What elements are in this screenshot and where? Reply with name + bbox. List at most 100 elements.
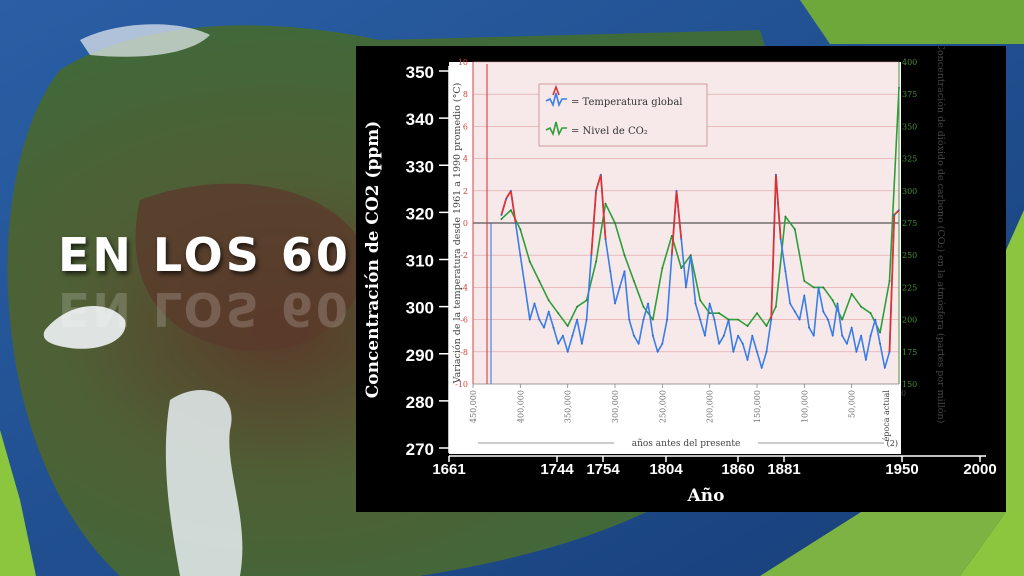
- temperature-point: [571, 334, 574, 337]
- warm-peak-segment: [675, 190, 683, 240]
- co2-point: [595, 260, 597, 263]
- temperature-point: [732, 350, 735, 353]
- warm-peaks: [500, 174, 900, 352]
- inner-x-axis-label: años antes del presente: [632, 439, 741, 449]
- co2-point: [585, 299, 588, 302]
- temperature-point: [685, 286, 687, 289]
- temperature-point: [756, 350, 758, 353]
- co2-point: [519, 228, 522, 231]
- co2-point: [699, 299, 702, 302]
- outer-x-tick-label: 1860: [721, 461, 754, 478]
- legend-swatch-temperature: [545, 92, 567, 108]
- temperature-point: [860, 334, 863, 337]
- temperature-point: [718, 342, 721, 345]
- outer-x-tick-label: 1881: [767, 461, 800, 478]
- green-accent-bar-top: [800, 0, 1024, 44]
- temperature-point: [784, 270, 787, 273]
- inner-right-tick-label: 400: [902, 58, 917, 67]
- co2-point: [784, 215, 787, 218]
- inner-left-tick-label: 0: [463, 219, 468, 228]
- temperature-point: [699, 318, 702, 321]
- warm-peak-segment: [893, 209, 900, 216]
- co2-point: [500, 218, 503, 221]
- co2-point: [746, 325, 749, 327]
- co2-point: [898, 86, 900, 89]
- temperature-point: [599, 173, 602, 176]
- temperature-point: [855, 350, 858, 353]
- temperature-point: [850, 326, 853, 329]
- temperature-point: [708, 302, 711, 305]
- temperature-point: [656, 350, 659, 353]
- co2-point: [718, 312, 721, 315]
- temperature-point: [590, 254, 593, 257]
- warm-peak-segment: [670, 190, 678, 256]
- inner-x-tick-label: 350,000: [564, 390, 573, 423]
- present-label: época actual: [882, 390, 891, 442]
- temperature-point: [576, 318, 579, 321]
- outer-x-axis-title: Año: [687, 486, 725, 506]
- temperature-point: [661, 342, 664, 345]
- temperature-point: [595, 189, 597, 192]
- temperature-point: [808, 326, 810, 329]
- inner-left-axis-title: Variación de la temperatura desde 1961 a…: [452, 83, 463, 385]
- temperature-point: [604, 238, 607, 241]
- warm-peak-segment: [590, 190, 597, 256]
- co2-points: [500, 86, 900, 334]
- inner-x-tick-label: 300,000: [611, 390, 620, 423]
- temperature-point: [893, 214, 896, 216]
- legend-label-co2: = Nivel de CO₂: [571, 126, 648, 137]
- co2-point: [737, 318, 739, 321]
- outer-y-tick-label: 350: [406, 63, 434, 82]
- outer-y-tick-label: 340: [406, 110, 434, 129]
- co2-point: [547, 299, 550, 302]
- co2-point: [869, 312, 872, 315]
- inner-right-tick-label: 375: [902, 90, 917, 99]
- temperature-point: [566, 350, 569, 353]
- co2-point: [670, 234, 673, 237]
- inner-right-tick-label: 300: [902, 187, 917, 196]
- co2-point: [888, 280, 891, 282]
- warm-peak-segment: [599, 174, 607, 240]
- inner-left-tick-label: -2: [460, 251, 468, 260]
- inner-right-tick-label: 225: [902, 283, 917, 292]
- temperature-point: [841, 334, 844, 337]
- inner-left-tick-label: 8: [463, 90, 468, 99]
- temperature-point: [888, 350, 891, 353]
- inner-right-tick-label: 150: [902, 380, 917, 389]
- green-accent-triangle-bottom: [760, 500, 1006, 576]
- inner-right-tick-label: 325: [902, 155, 917, 164]
- temperature-point: [741, 342, 744, 345]
- outer-x-tick-label: 1661: [432, 461, 465, 478]
- temperature-point: [746, 358, 749, 361]
- co2-point: [642, 305, 645, 308]
- cloud-patch-top: [80, 24, 210, 57]
- temperature-point: [694, 302, 697, 305]
- temperature-point: [562, 334, 564, 337]
- co2-point: [689, 254, 692, 257]
- warm-peak-segment: [888, 214, 896, 352]
- temperature-point: [623, 270, 626, 273]
- outer-x-tick-label: 1754: [586, 461, 620, 478]
- co2-point: [879, 331, 881, 334]
- temperature-point: [779, 238, 782, 241]
- cloud-patch: [43, 306, 126, 349]
- inner-left-tick-label: 4: [463, 155, 468, 164]
- temperature-point: [822, 310, 825, 313]
- temperature-point: [675, 189, 678, 192]
- co2-point: [566, 325, 569, 327]
- temperature-point: [651, 334, 654, 337]
- co2-temperature-chart: -10 -8 -6 -4 -2 0 2 4 6 8 10 150 175 200 225 250 275 300 3…: [363, 46, 997, 506]
- temperature-point: [846, 342, 848, 345]
- temperature-point: [505, 197, 508, 200]
- co2-point: [633, 280, 635, 282]
- outer-y-tick-label: 270: [406, 440, 434, 459]
- inner-x-tick-label: 150,000: [753, 390, 762, 423]
- legend-swatch-peak: [552, 84, 560, 96]
- inner-right-tick-label: 275: [902, 219, 917, 228]
- co2-point: [576, 305, 579, 308]
- temperature-point: [500, 214, 503, 216]
- co2-point: [604, 202, 607, 205]
- temperature-point: [609, 270, 612, 273]
- outer-y-tick-label: 320: [406, 204, 434, 223]
- temperature-point: [670, 254, 673, 257]
